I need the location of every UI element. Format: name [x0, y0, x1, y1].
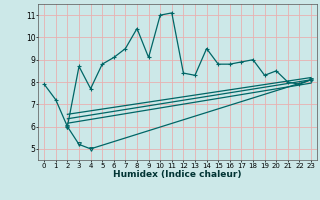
X-axis label: Humidex (Indice chaleur): Humidex (Indice chaleur) [113, 170, 242, 179]
